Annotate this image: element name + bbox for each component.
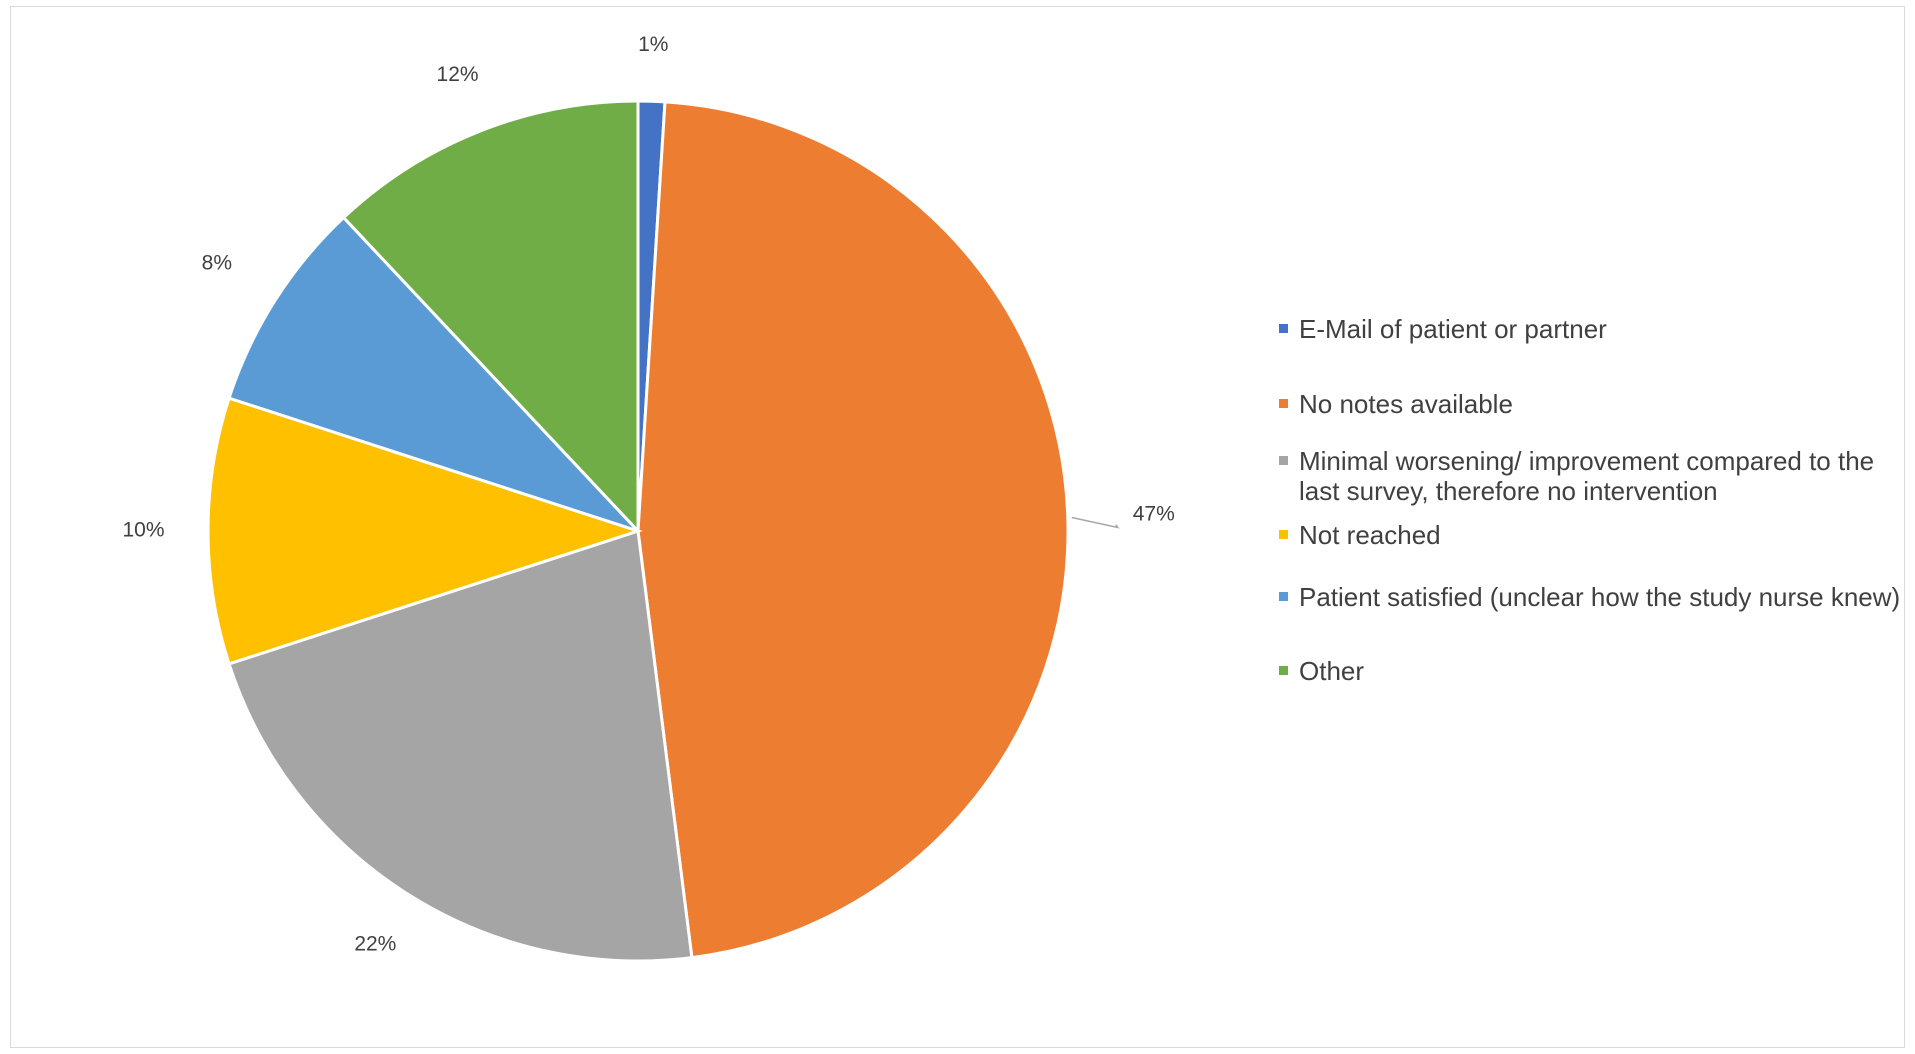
- legend-swatch: [1279, 399, 1288, 408]
- data-label-email: 1%: [638, 33, 668, 56]
- legend-swatch: [1279, 456, 1288, 465]
- legend-label: Not reached: [1299, 520, 1441, 550]
- pie-slice-no-notes: [636, 100, 1070, 960]
- pie-slice-not-reached: [206, 396, 643, 666]
- legend-item-other: Other: [1279, 656, 1909, 686]
- legend-item-email: E-Mail of patient or partner: [1279, 314, 1909, 357]
- legend-swatch: [1279, 324, 1288, 333]
- data-label-other: 12%: [437, 63, 479, 86]
- legend: E-Mail of patient or partner No notes av…: [1279, 314, 1909, 686]
- legend-label: Other: [1299, 656, 1365, 686]
- legend-swatch: [1279, 592, 1288, 601]
- data-label-not-reached: 10%: [122, 519, 164, 542]
- legend-item-no-notes: No notes available: [1279, 389, 1909, 446]
- leader-lines: [1071, 516, 1120, 529]
- pie-slice-patient-satisfied: [227, 215, 640, 533]
- legend-swatch: [1279, 530, 1288, 539]
- legend-item-not-reached: Not reached: [1279, 520, 1909, 582]
- pie-slices: [206, 99, 1070, 963]
- legend-label: Minimal worsening/ improvement compared …: [1299, 446, 1875, 506]
- legend-label: Patient satisfied (unclear how the study…: [1299, 582, 1901, 612]
- data-labels: 1% 47% 22% 10% 8% 12%: [122, 33, 1174, 956]
- legend-item-patient-satisfied: Patient satisfied (unclear how the study…: [1279, 582, 1909, 656]
- pie-slice-minimal-worsening: [227, 529, 694, 963]
- pie-slice-other: [341, 99, 640, 535]
- legend-swatch: [1279, 666, 1288, 675]
- data-label-no-notes: 47%: [1133, 502, 1175, 525]
- legend-label: E-Mail of patient or partner: [1299, 314, 1607, 344]
- chart-frame: [10, 6, 1905, 1048]
- leader-line-no-notes: [1071, 516, 1120, 529]
- data-label-patient-satisfied: 8%: [202, 251, 232, 274]
- data-label-minimal-worsening: 22%: [354, 932, 396, 955]
- legend-label: No notes available: [1299, 389, 1513, 419]
- legend-item-minimal-worsening: Minimal worsening/ improvement compared …: [1279, 446, 1909, 520]
